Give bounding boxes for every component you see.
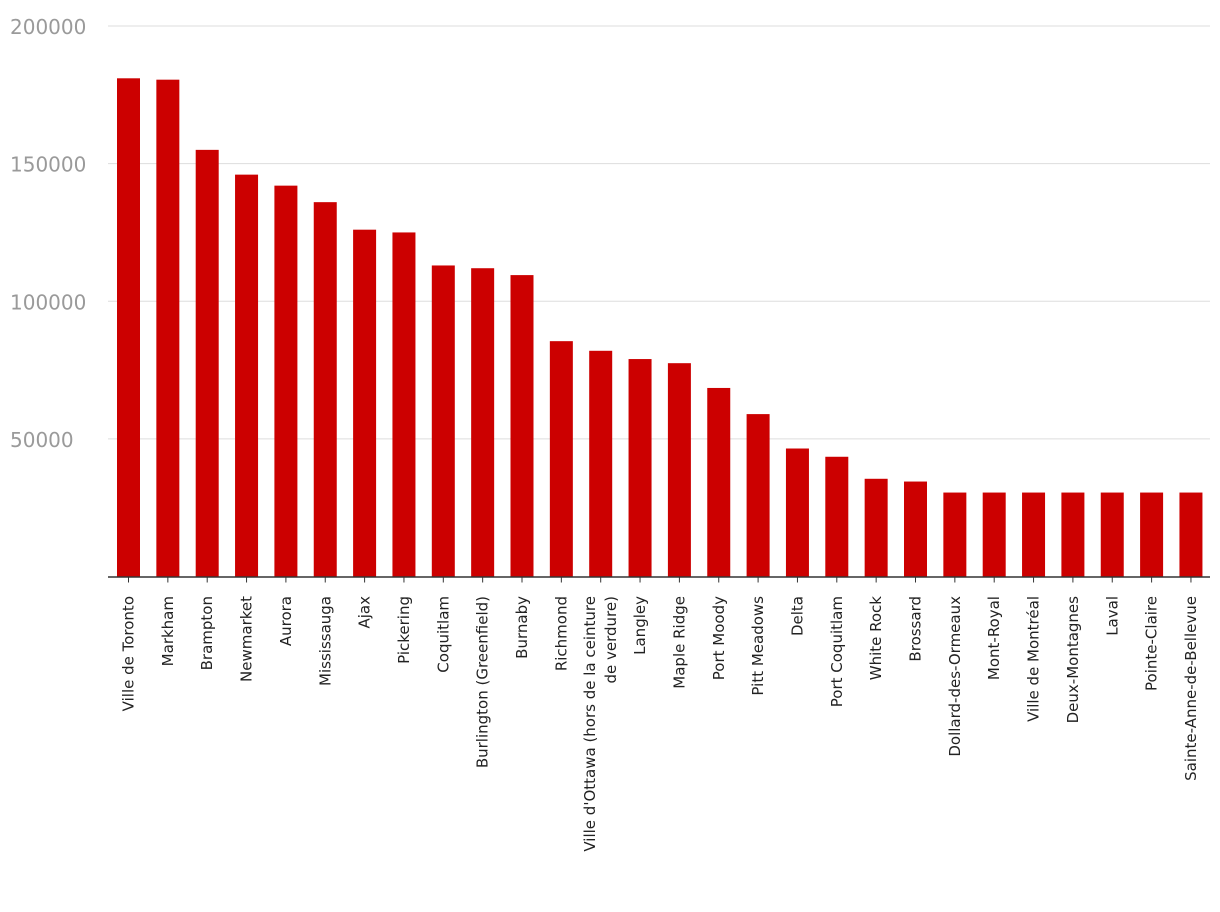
x-tick-label: Sainte-Anne-de-Bellevue <box>1182 596 1200 781</box>
x-tick-label: Pitt Meadows <box>749 596 767 696</box>
x-tick-label: Newmarket <box>238 596 256 682</box>
bar <box>864 478 888 577</box>
y-tick-label: 200000 <box>10 15 86 39</box>
x-tick-label: Maple Ridge <box>670 596 688 689</box>
x-axis-tick-labels: Ville de Toronto Markham Brampton Newmarket… <box>120 576 1200 852</box>
x-tick-label: Laval <box>1103 596 1121 636</box>
bar <box>549 341 573 577</box>
bar <box>510 275 534 577</box>
x-tick-label: Dollard-des-Ormeaux <box>946 596 964 757</box>
x-tick-label: Burlington (Greenfield) <box>474 596 492 768</box>
bar <box>1179 492 1203 577</box>
bar <box>471 268 495 577</box>
x-tick-label: Coquitlam <box>434 596 452 673</box>
bar <box>274 185 298 577</box>
bar <box>589 350 613 577</box>
bar <box>156 79 180 577</box>
x-tick-label: Ville de Montréal <box>1025 596 1043 722</box>
x-tick-label: Langley <box>631 596 649 655</box>
bar <box>1140 492 1164 577</box>
x-tick-label: Port Coquitlam <box>828 596 846 707</box>
x-tick-label: Ville de Toronto <box>120 596 138 711</box>
x-tick-label: Aurora <box>277 596 295 646</box>
x-tick-label: Mont-Royal <box>985 596 1003 680</box>
x-tick-label: Ville d'Ottawa (hors de la ceinture <box>581 596 599 852</box>
y-axis-ticks: 50000 100000 150000 200000 <box>10 15 86 452</box>
bar <box>1100 492 1124 577</box>
bar <box>785 448 809 577</box>
bars <box>117 78 1203 577</box>
x-tick-label: de verdure) <box>602 596 620 683</box>
x-tick-label: Richmond <box>552 596 570 671</box>
bar <box>313 202 337 577</box>
bar <box>392 232 416 577</box>
bar <box>825 456 849 577</box>
bar <box>1022 492 1046 577</box>
bar <box>982 492 1006 577</box>
x-tick-label: White Rock <box>867 596 885 681</box>
bar <box>746 414 770 577</box>
bar <box>904 481 927 577</box>
x-tick-label: Deux-Montagnes <box>1064 596 1082 724</box>
bar <box>195 149 219 577</box>
x-tick-label: Pickering <box>395 596 413 664</box>
x-tick-label: Delta <box>788 596 806 636</box>
bar <box>353 229 377 577</box>
x-tick-label: Markham <box>159 596 177 666</box>
y-tick-label: 150000 <box>10 153 86 177</box>
bar <box>117 78 140 577</box>
grid-lines <box>108 25 1210 440</box>
x-tick-label: Mississauga <box>316 596 334 686</box>
bar <box>628 359 652 577</box>
x-tick-label: Burnaby <box>513 596 531 659</box>
y-tick-label: 50000 <box>10 428 74 452</box>
x-tick-label: Brossard <box>907 596 925 662</box>
bar <box>943 492 967 577</box>
y-tick-label: 100000 <box>10 290 86 314</box>
x-tick-label: Brampton <box>198 596 216 670</box>
bar <box>431 265 455 577</box>
bar <box>1061 492 1085 577</box>
bar <box>707 387 731 577</box>
x-tick-label: Port Moody <box>710 596 728 680</box>
x-tick-label: Ajax <box>356 596 374 629</box>
x-tick-label: Pointe-Claire <box>1143 596 1161 691</box>
bar <box>667 363 691 577</box>
bar <box>235 174 259 577</box>
